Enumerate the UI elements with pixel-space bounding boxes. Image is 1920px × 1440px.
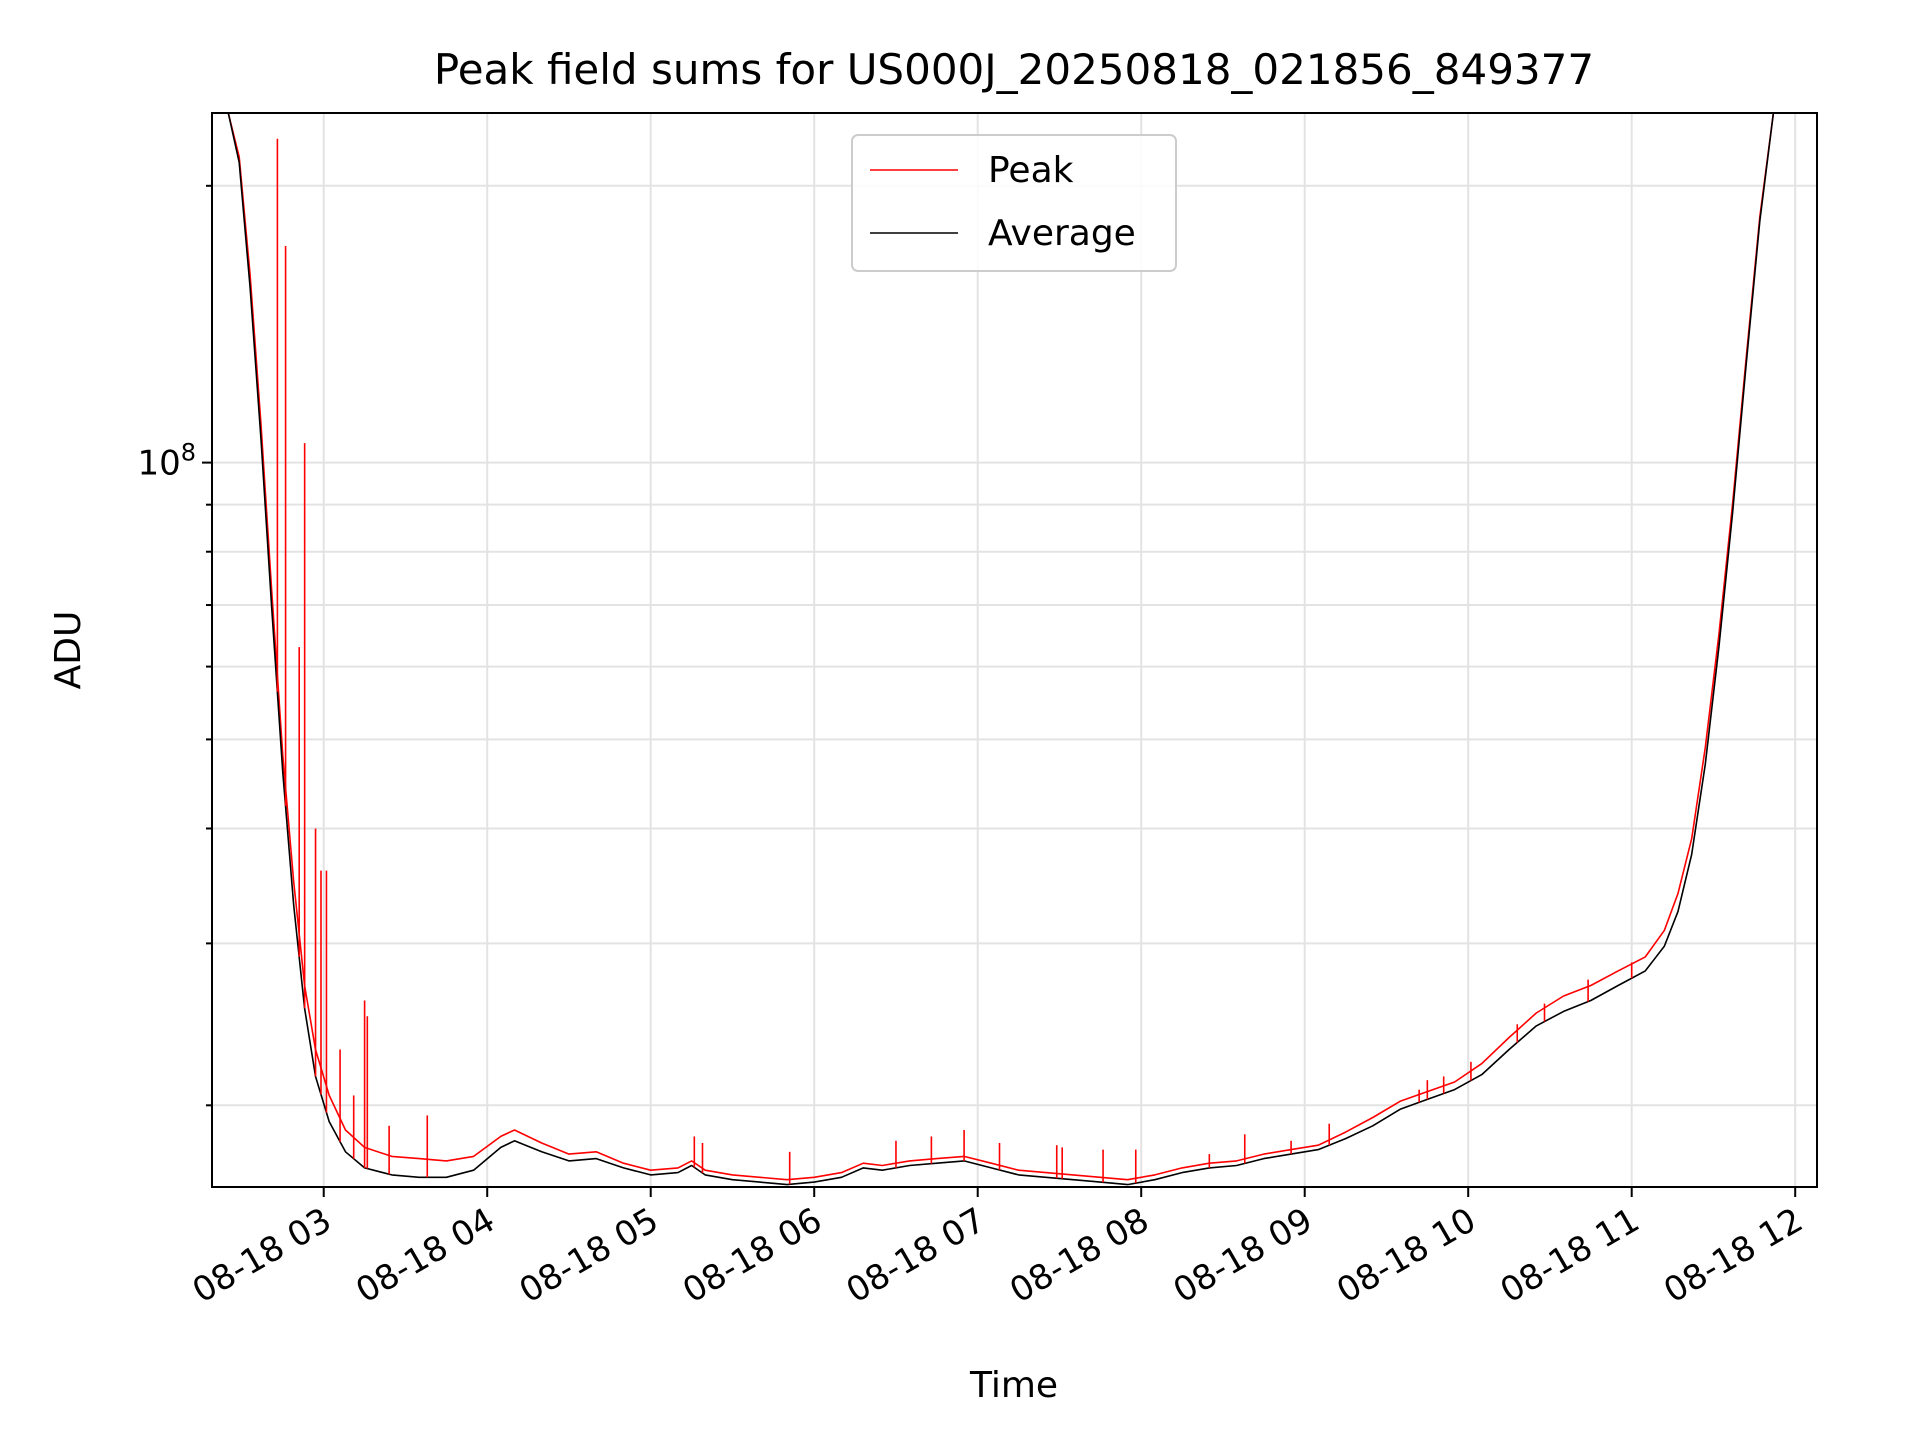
y-tick-label-exponent: 8	[181, 439, 196, 467]
plot-frame	[211, 112, 1818, 1188]
legend: Peak Average	[851, 134, 1177, 272]
legend-label-peak: Peak	[988, 150, 1074, 191]
y-axis-label: ADU	[48, 611, 89, 690]
chart-title: Peak field sums for US000J_20250818_0218…	[434, 45, 1594, 94]
x-axis-label: Time	[969, 1365, 1058, 1406]
legend-box	[851, 134, 1177, 272]
series-line-peak	[212, 113, 1817, 1181]
grid	[212, 113, 1817, 1187]
series-layer	[212, 113, 1817, 1186]
series-line-average	[212, 113, 1817, 1186]
legend-label-average: Average	[988, 213, 1136, 254]
